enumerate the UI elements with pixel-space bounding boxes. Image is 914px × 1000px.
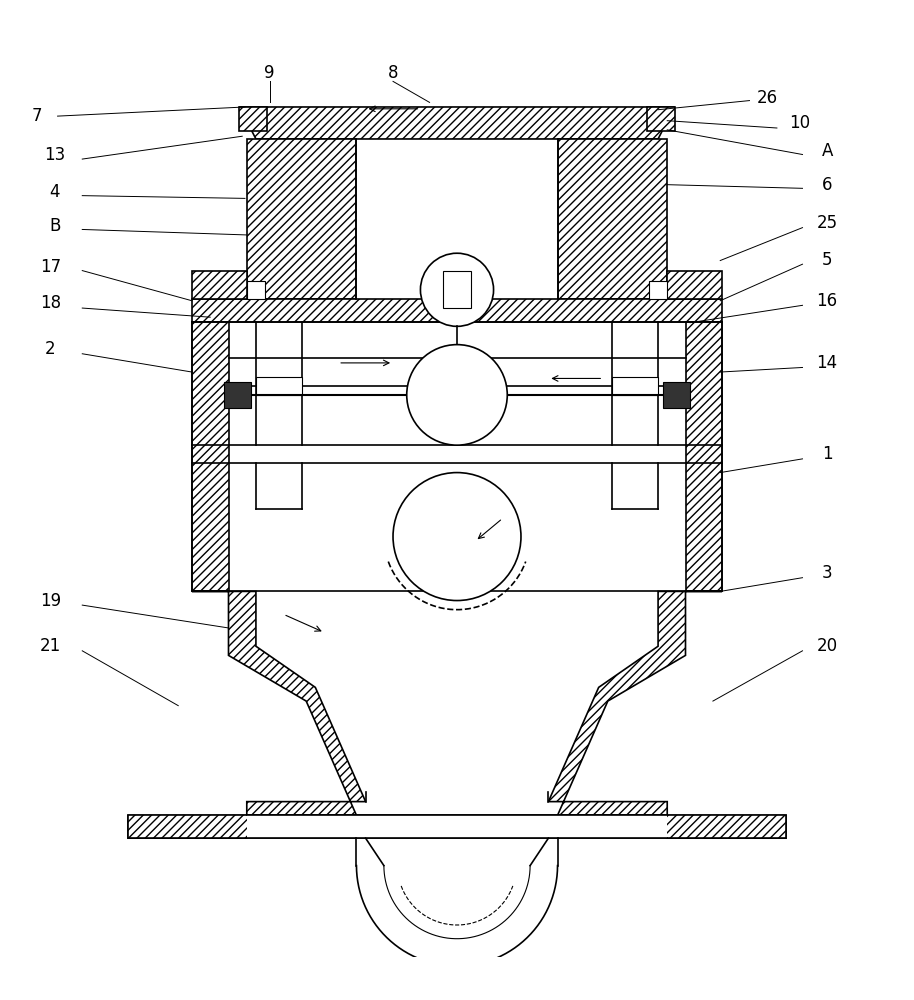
Text: 13: 13 [44,146,66,164]
Bar [192,271,247,299]
Bar [224,382,251,408]
Polygon shape [647,107,675,131]
Circle shape [393,473,521,601]
Bar [192,299,722,322]
Text: 9: 9 [264,64,275,82]
Text: 19: 19 [39,592,61,610]
Bar [128,815,786,838]
Bar [256,377,302,395]
Text: 7: 7 [31,107,42,125]
Bar [356,139,558,299]
Bar [649,281,667,299]
Text: 8: 8 [388,64,399,82]
Text: 14: 14 [816,354,838,372]
Text: 2: 2 [45,340,56,358]
Bar [558,139,667,299]
Polygon shape [239,107,675,139]
Bar [667,271,722,299]
Bar [192,322,228,591]
Text: 18: 18 [39,294,61,312]
Polygon shape [128,591,366,838]
Text: A: A [822,142,833,160]
Text: 26: 26 [757,89,779,107]
Text: 20: 20 [816,637,838,655]
Text: 17: 17 [39,258,61,276]
Text: 6: 6 [822,176,833,194]
Bar [443,271,471,308]
Text: 16: 16 [816,292,838,310]
Polygon shape [256,591,658,802]
Bar [247,281,265,299]
Bar [247,139,356,299]
Text: 5: 5 [822,251,833,269]
Circle shape [407,345,507,445]
Text: 1: 1 [822,445,833,463]
Polygon shape [239,107,267,131]
Text: 25: 25 [816,214,838,232]
Circle shape [420,253,494,326]
Polygon shape [548,591,786,838]
Bar [686,322,722,591]
Text: 3: 3 [822,564,833,582]
Bar [228,322,686,591]
Text: B: B [49,217,60,235]
Text: 10: 10 [789,114,811,132]
Text: 4: 4 [49,183,60,201]
Bar [663,382,690,408]
Bar [612,377,658,395]
Text: 21: 21 [39,637,61,655]
Bar [247,815,667,838]
